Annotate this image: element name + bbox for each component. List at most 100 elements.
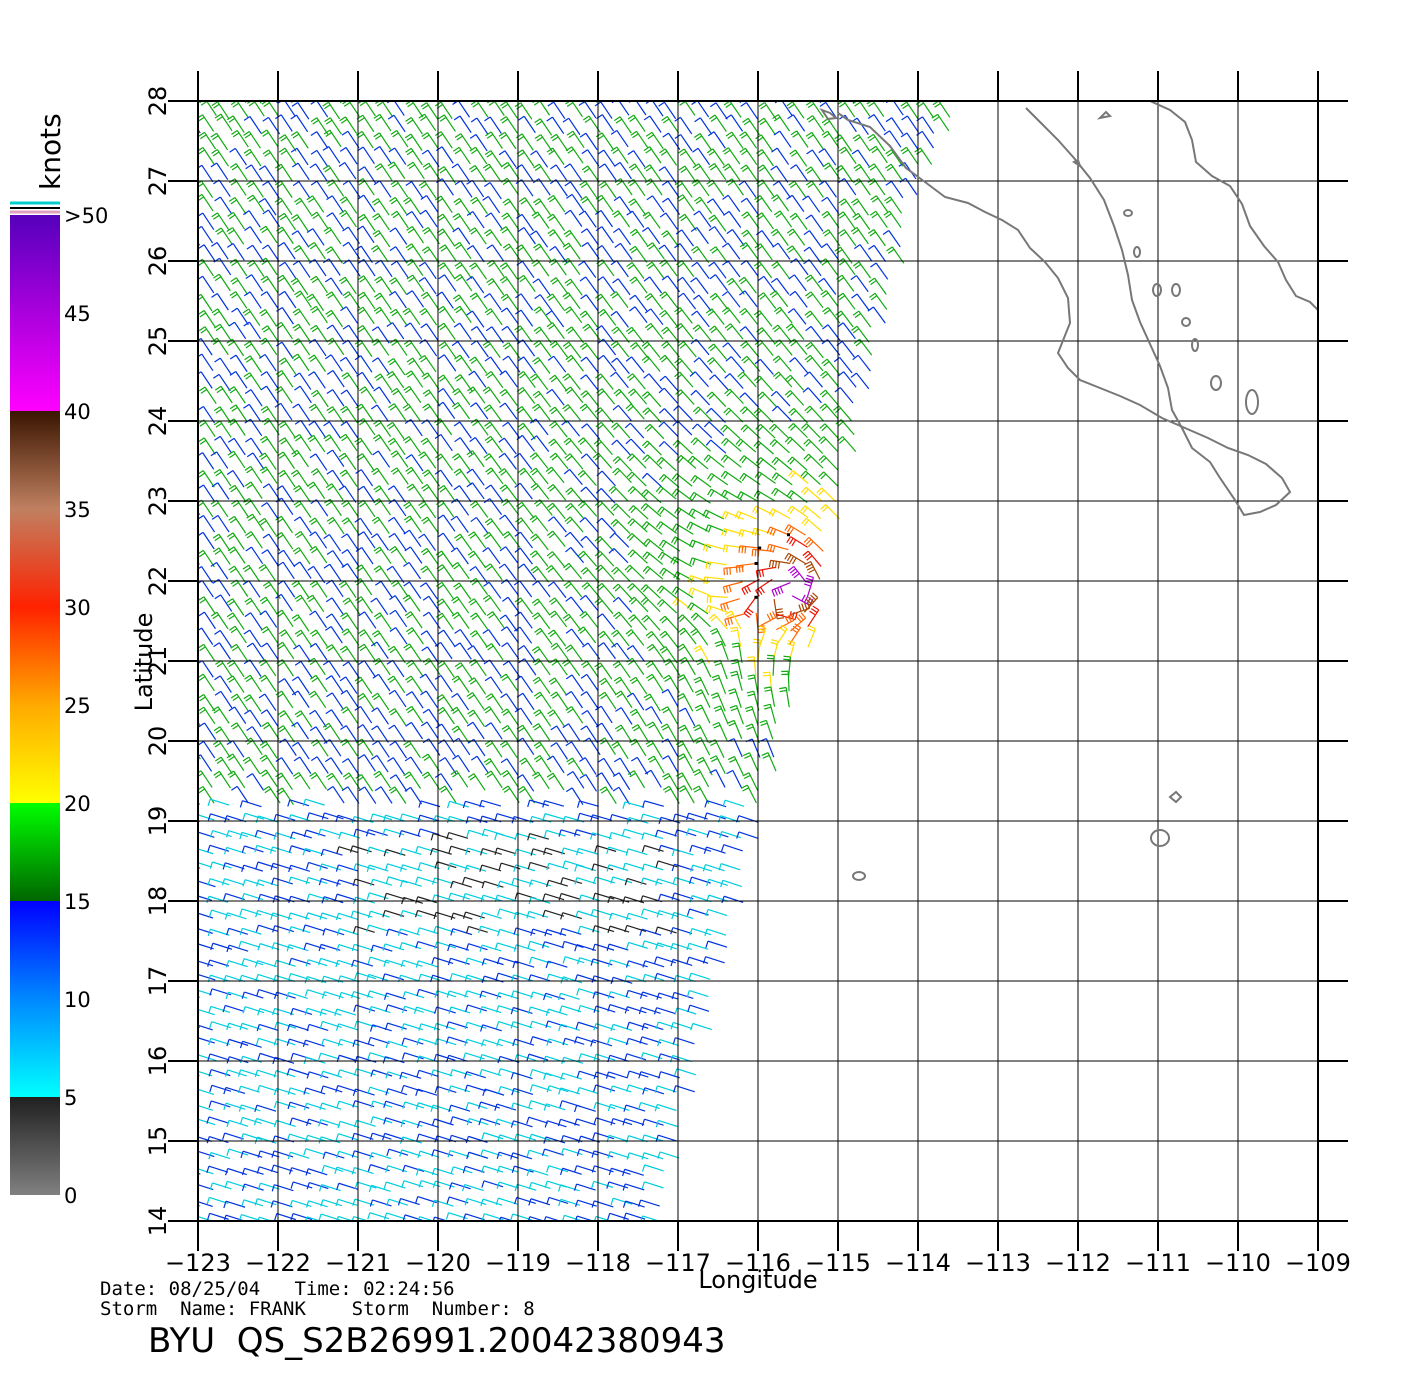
wind-barb bbox=[269, 846, 292, 854]
wind-barb bbox=[727, 719, 743, 740]
wind-barb bbox=[260, 405, 279, 424]
wind-barb bbox=[223, 1086, 246, 1095]
wind-barb bbox=[454, 261, 473, 280]
wind-barb bbox=[373, 565, 392, 583]
wind-barb bbox=[591, 863, 614, 871]
wind-barb bbox=[593, 1215, 613, 1221]
wind-barb bbox=[242, 564, 261, 583]
wind-barb bbox=[222, 893, 245, 901]
wind-barb bbox=[453, 115, 472, 133]
wind-barb bbox=[655, 942, 678, 950]
wind-barb bbox=[342, 180, 361, 198]
wind-barb bbox=[420, 102, 439, 120]
wind-barb bbox=[402, 1164, 425, 1173]
wind-barb bbox=[198, 973, 216, 981]
wind-barb bbox=[207, 1053, 230, 1061]
wind-barb bbox=[497, 880, 520, 889]
wind-barb bbox=[399, 1149, 422, 1157]
wind-barb bbox=[225, 960, 248, 968]
wind-barb bbox=[654, 1103, 677, 1112]
wind-barb bbox=[308, 403, 327, 422]
wind-barb bbox=[516, 133, 534, 151]
wind-barb bbox=[278, 290, 297, 309]
wind-barb bbox=[436, 228, 455, 246]
wind-barb bbox=[598, 691, 617, 710]
wind-barb bbox=[198, 657, 200, 661]
wind-barb bbox=[339, 209, 357, 228]
wind-barb bbox=[481, 1180, 504, 1188]
wind-barb bbox=[661, 180, 680, 198]
wind-barb bbox=[607, 1212, 629, 1221]
wind-barb bbox=[271, 942, 294, 950]
wind-barb bbox=[641, 1118, 664, 1127]
wind-barb bbox=[436, 694, 455, 712]
wind-barb bbox=[547, 229, 566, 247]
plot-frame bbox=[197, 100, 1319, 1222]
wind-barb bbox=[852, 101, 871, 117]
wind-barb bbox=[597, 757, 616, 776]
wind-barb bbox=[757, 292, 777, 309]
wind-barb bbox=[500, 293, 519, 311]
wind-barb bbox=[643, 373, 663, 390]
wind-barb bbox=[206, 1116, 229, 1124]
wind-barb bbox=[367, 910, 390, 919]
wind-barb bbox=[226, 1056, 249, 1064]
wind-barb bbox=[294, 197, 312, 216]
wind-barb bbox=[403, 515, 422, 533]
wind-barb bbox=[498, 862, 521, 870]
wind-barb bbox=[484, 518, 504, 535]
wind-barb bbox=[254, 1069, 277, 1078]
wind-barb bbox=[215, 227, 233, 246]
wind-barb bbox=[180, 310, 197, 327]
wind-barb bbox=[642, 960, 665, 968]
wind-barb bbox=[293, 644, 311, 663]
wind-barb bbox=[466, 245, 485, 263]
wind-barb bbox=[418, 354, 437, 373]
wind-barb bbox=[310, 275, 328, 294]
wind-barb bbox=[785, 323, 805, 340]
wind-barb bbox=[304, 1007, 327, 1016]
wind-barb bbox=[405, 675, 423, 693]
wind-barb bbox=[639, 991, 662, 999]
wind-barb bbox=[886, 70, 903, 87]
wind-barb bbox=[214, 196, 233, 215]
wind-barb bbox=[211, 482, 230, 500]
wind-barb bbox=[319, 912, 342, 920]
wind-barb bbox=[500, 116, 518, 134]
wind-barb bbox=[566, 130, 585, 149]
wind-barb bbox=[612, 210, 631, 228]
wind-barb bbox=[613, 676, 632, 695]
wind-barb bbox=[180, 677, 197, 694]
wind-barb bbox=[320, 848, 343, 857]
wind-barb bbox=[659, 309, 678, 327]
wind-barb bbox=[382, 943, 405, 951]
wind-barb bbox=[789, 357, 809, 374]
wind-barb bbox=[658, 473, 680, 488]
wind-barb bbox=[287, 1151, 310, 1160]
wind-barb bbox=[564, 209, 583, 227]
wind-barb bbox=[370, 878, 393, 887]
wind-barb bbox=[851, 325, 870, 343]
wind-barb bbox=[213, 468, 232, 487]
wind-barb bbox=[518, 197, 537, 215]
wind-barb bbox=[770, 277, 790, 295]
wind-barb bbox=[562, 341, 582, 359]
wind-barb bbox=[338, 991, 361, 1000]
wind-barb bbox=[451, 675, 470, 693]
wind-barb bbox=[721, 290, 741, 308]
wind-barb bbox=[226, 1148, 249, 1156]
wind-barb bbox=[610, 310, 629, 328]
wind-barb bbox=[816, 487, 837, 503]
wind-barb bbox=[373, 180, 392, 198]
wind-barb bbox=[579, 773, 598, 792]
wind-barb bbox=[530, 928, 553, 936]
wind-barb bbox=[659, 375, 679, 392]
wind-barb bbox=[421, 372, 440, 390]
wind-barb bbox=[323, 434, 342, 452]
wind-barb bbox=[306, 1023, 329, 1032]
y-tick-label: 27 bbox=[144, 166, 172, 197]
wind-barb bbox=[566, 67, 583, 84]
wind-barb bbox=[274, 402, 293, 421]
wind-barb bbox=[548, 597, 568, 615]
wind-barb bbox=[226, 944, 249, 953]
